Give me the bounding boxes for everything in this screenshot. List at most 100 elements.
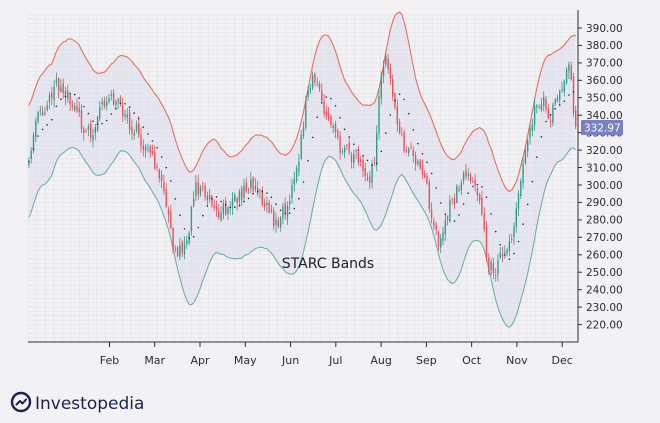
moving-average-point — [394, 99, 396, 102]
candle-body — [481, 197, 483, 215]
candle-body — [204, 185, 206, 198]
candle-body — [405, 150, 408, 152]
candle-body — [350, 155, 353, 162]
y-tick-label: 240.00 — [586, 285, 623, 297]
candle-body — [309, 88, 311, 91]
x-tick-label: Mar — [144, 354, 165, 367]
candle-body — [195, 181, 197, 197]
moving-average-point — [499, 243, 502, 246]
candle-body — [110, 94, 112, 96]
moving-average-point — [229, 206, 231, 209]
candle-body — [241, 188, 243, 200]
candle-body — [51, 93, 53, 98]
candle-body — [559, 91, 561, 101]
moving-average-point — [170, 180, 172, 182]
candle-body — [44, 112, 46, 115]
moving-average-point — [462, 203, 465, 205]
moving-average-point — [366, 159, 369, 162]
candle-body — [430, 209, 433, 218]
candle-body — [74, 106, 76, 110]
candle-body — [520, 180, 522, 197]
moving-average-point — [531, 180, 534, 183]
candle-body — [327, 113, 330, 120]
y-tick-label: 280.00 — [586, 215, 623, 227]
moving-average-point — [458, 214, 460, 216]
x-tick-label: Feb — [100, 354, 119, 367]
moving-average-point — [78, 97, 80, 99]
candle-body — [165, 189, 167, 207]
moving-average-point — [147, 133, 149, 135]
moving-average-point — [430, 172, 433, 175]
moving-average-point — [302, 181, 305, 183]
candle-body — [279, 217, 282, 228]
y-tick-label: 300.00 — [586, 180, 623, 192]
moving-average-point — [513, 252, 515, 255]
moving-average-point — [37, 135, 39, 137]
candle-body — [32, 134, 35, 152]
moving-average-point — [449, 219, 451, 221]
y-tick-label: 230.00 — [586, 302, 623, 314]
candle-body — [193, 198, 195, 206]
moving-average-point — [375, 162, 378, 165]
moving-average-point — [522, 223, 524, 225]
moving-average-point — [60, 98, 62, 100]
candle-body — [364, 168, 366, 176]
moving-average-point — [403, 98, 405, 101]
candle-body — [220, 213, 222, 221]
candle-body — [376, 132, 378, 166]
investopedia-logo-icon — [10, 391, 32, 413]
candle-body — [337, 130, 339, 138]
moving-average-point — [398, 93, 401, 95]
candle-body — [408, 148, 410, 154]
candle-body — [341, 151, 344, 153]
moving-average-point — [298, 197, 300, 200]
candle-body — [181, 242, 183, 253]
moving-average-point — [32, 148, 35, 150]
candle-body — [513, 226, 515, 238]
candle-body — [87, 126, 90, 130]
moving-average-point — [270, 196, 273, 199]
moving-average-point — [192, 235, 195, 238]
x-tick-label: Dec — [552, 354, 573, 367]
candle-body — [101, 102, 103, 105]
candle-body — [485, 227, 488, 258]
moving-average-point — [41, 128, 44, 131]
moving-average-point — [554, 107, 556, 110]
candle-body — [215, 206, 218, 211]
candle-body — [529, 128, 531, 139]
chart-title: STARC Bands — [282, 256, 374, 272]
candle-body — [524, 150, 527, 163]
candle-body — [321, 89, 323, 102]
band-fill — [28, 12, 576, 328]
candle-body — [366, 177, 369, 180]
candle-body — [149, 145, 151, 153]
candle-body — [128, 112, 131, 130]
candle-body — [67, 91, 69, 99]
candle-body — [250, 179, 252, 188]
moving-average-point — [224, 203, 227, 206]
moving-average-point — [362, 154, 364, 157]
candle-body — [444, 220, 446, 234]
candle-body — [435, 225, 437, 230]
moving-average-point — [412, 129, 415, 131]
candle-body — [46, 105, 48, 111]
moving-average-point — [380, 150, 383, 153]
candle-body — [291, 185, 293, 199]
candle-body — [414, 155, 417, 165]
candle-body — [330, 116, 332, 126]
candle-body — [298, 161, 300, 172]
moving-average-point — [234, 206, 236, 208]
moving-average-point — [128, 106, 131, 108]
moving-average-point — [476, 183, 479, 186]
candle-body — [247, 188, 250, 190]
candle-body — [469, 174, 472, 182]
candle-body — [209, 195, 211, 200]
moving-average-point — [536, 156, 538, 158]
candle-body — [398, 122, 401, 134]
moving-average-point — [293, 207, 296, 210]
last-price-tag: 332.97 — [581, 120, 623, 135]
moving-average-point — [517, 240, 520, 243]
moving-average-point — [55, 105, 58, 108]
moving-average-point — [188, 237, 190, 239]
moving-average-point — [330, 97, 332, 100]
